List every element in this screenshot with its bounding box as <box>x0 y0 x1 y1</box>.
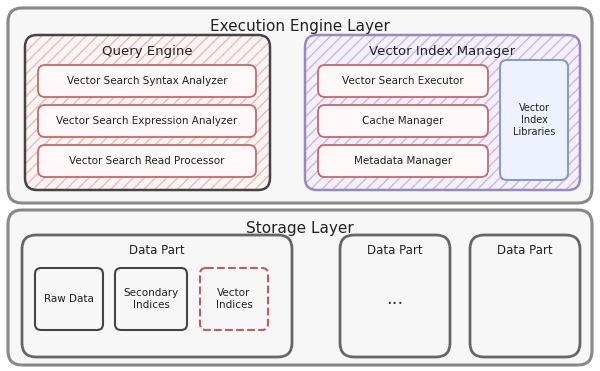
Text: Storage Layer: Storage Layer <box>246 220 354 236</box>
FancyBboxPatch shape <box>38 145 256 177</box>
Text: Cache Manager: Cache Manager <box>362 116 443 126</box>
Text: ...: ... <box>386 290 404 308</box>
Text: Data Part: Data Part <box>367 244 423 257</box>
Text: Query Engine: Query Engine <box>102 45 193 58</box>
FancyBboxPatch shape <box>305 35 580 190</box>
Text: Vector Search Expression Analyzer: Vector Search Expression Analyzer <box>56 116 238 126</box>
FancyBboxPatch shape <box>200 268 268 330</box>
Text: Vector Search Syntax Analyzer: Vector Search Syntax Analyzer <box>67 76 227 86</box>
FancyBboxPatch shape <box>8 210 592 365</box>
Text: Metadata Manager: Metadata Manager <box>354 156 452 166</box>
FancyBboxPatch shape <box>318 145 488 177</box>
FancyBboxPatch shape <box>340 235 450 357</box>
Text: Vector Index Manager: Vector Index Manager <box>370 45 515 58</box>
Text: Execution Engine Layer: Execution Engine Layer <box>210 19 390 33</box>
FancyBboxPatch shape <box>318 105 488 137</box>
FancyBboxPatch shape <box>25 35 270 190</box>
FancyBboxPatch shape <box>500 60 568 180</box>
Text: Vector Search Executor: Vector Search Executor <box>342 76 464 86</box>
Text: Vector Search Read Processor: Vector Search Read Processor <box>69 156 225 166</box>
FancyBboxPatch shape <box>38 105 256 137</box>
FancyBboxPatch shape <box>8 8 592 203</box>
Text: Data Part: Data Part <box>497 244 553 257</box>
FancyBboxPatch shape <box>38 65 256 97</box>
Text: Vector
Index
Libraries: Vector Index Libraries <box>513 104 555 137</box>
Text: Secondary
Indices: Secondary Indices <box>124 288 179 310</box>
FancyBboxPatch shape <box>35 268 103 330</box>
Text: Vector
Indices: Vector Indices <box>215 288 253 310</box>
FancyBboxPatch shape <box>22 235 292 357</box>
Text: Data Part: Data Part <box>129 244 185 257</box>
FancyBboxPatch shape <box>115 268 187 330</box>
FancyBboxPatch shape <box>318 65 488 97</box>
Text: Raw Data: Raw Data <box>44 294 94 304</box>
FancyBboxPatch shape <box>470 235 580 357</box>
